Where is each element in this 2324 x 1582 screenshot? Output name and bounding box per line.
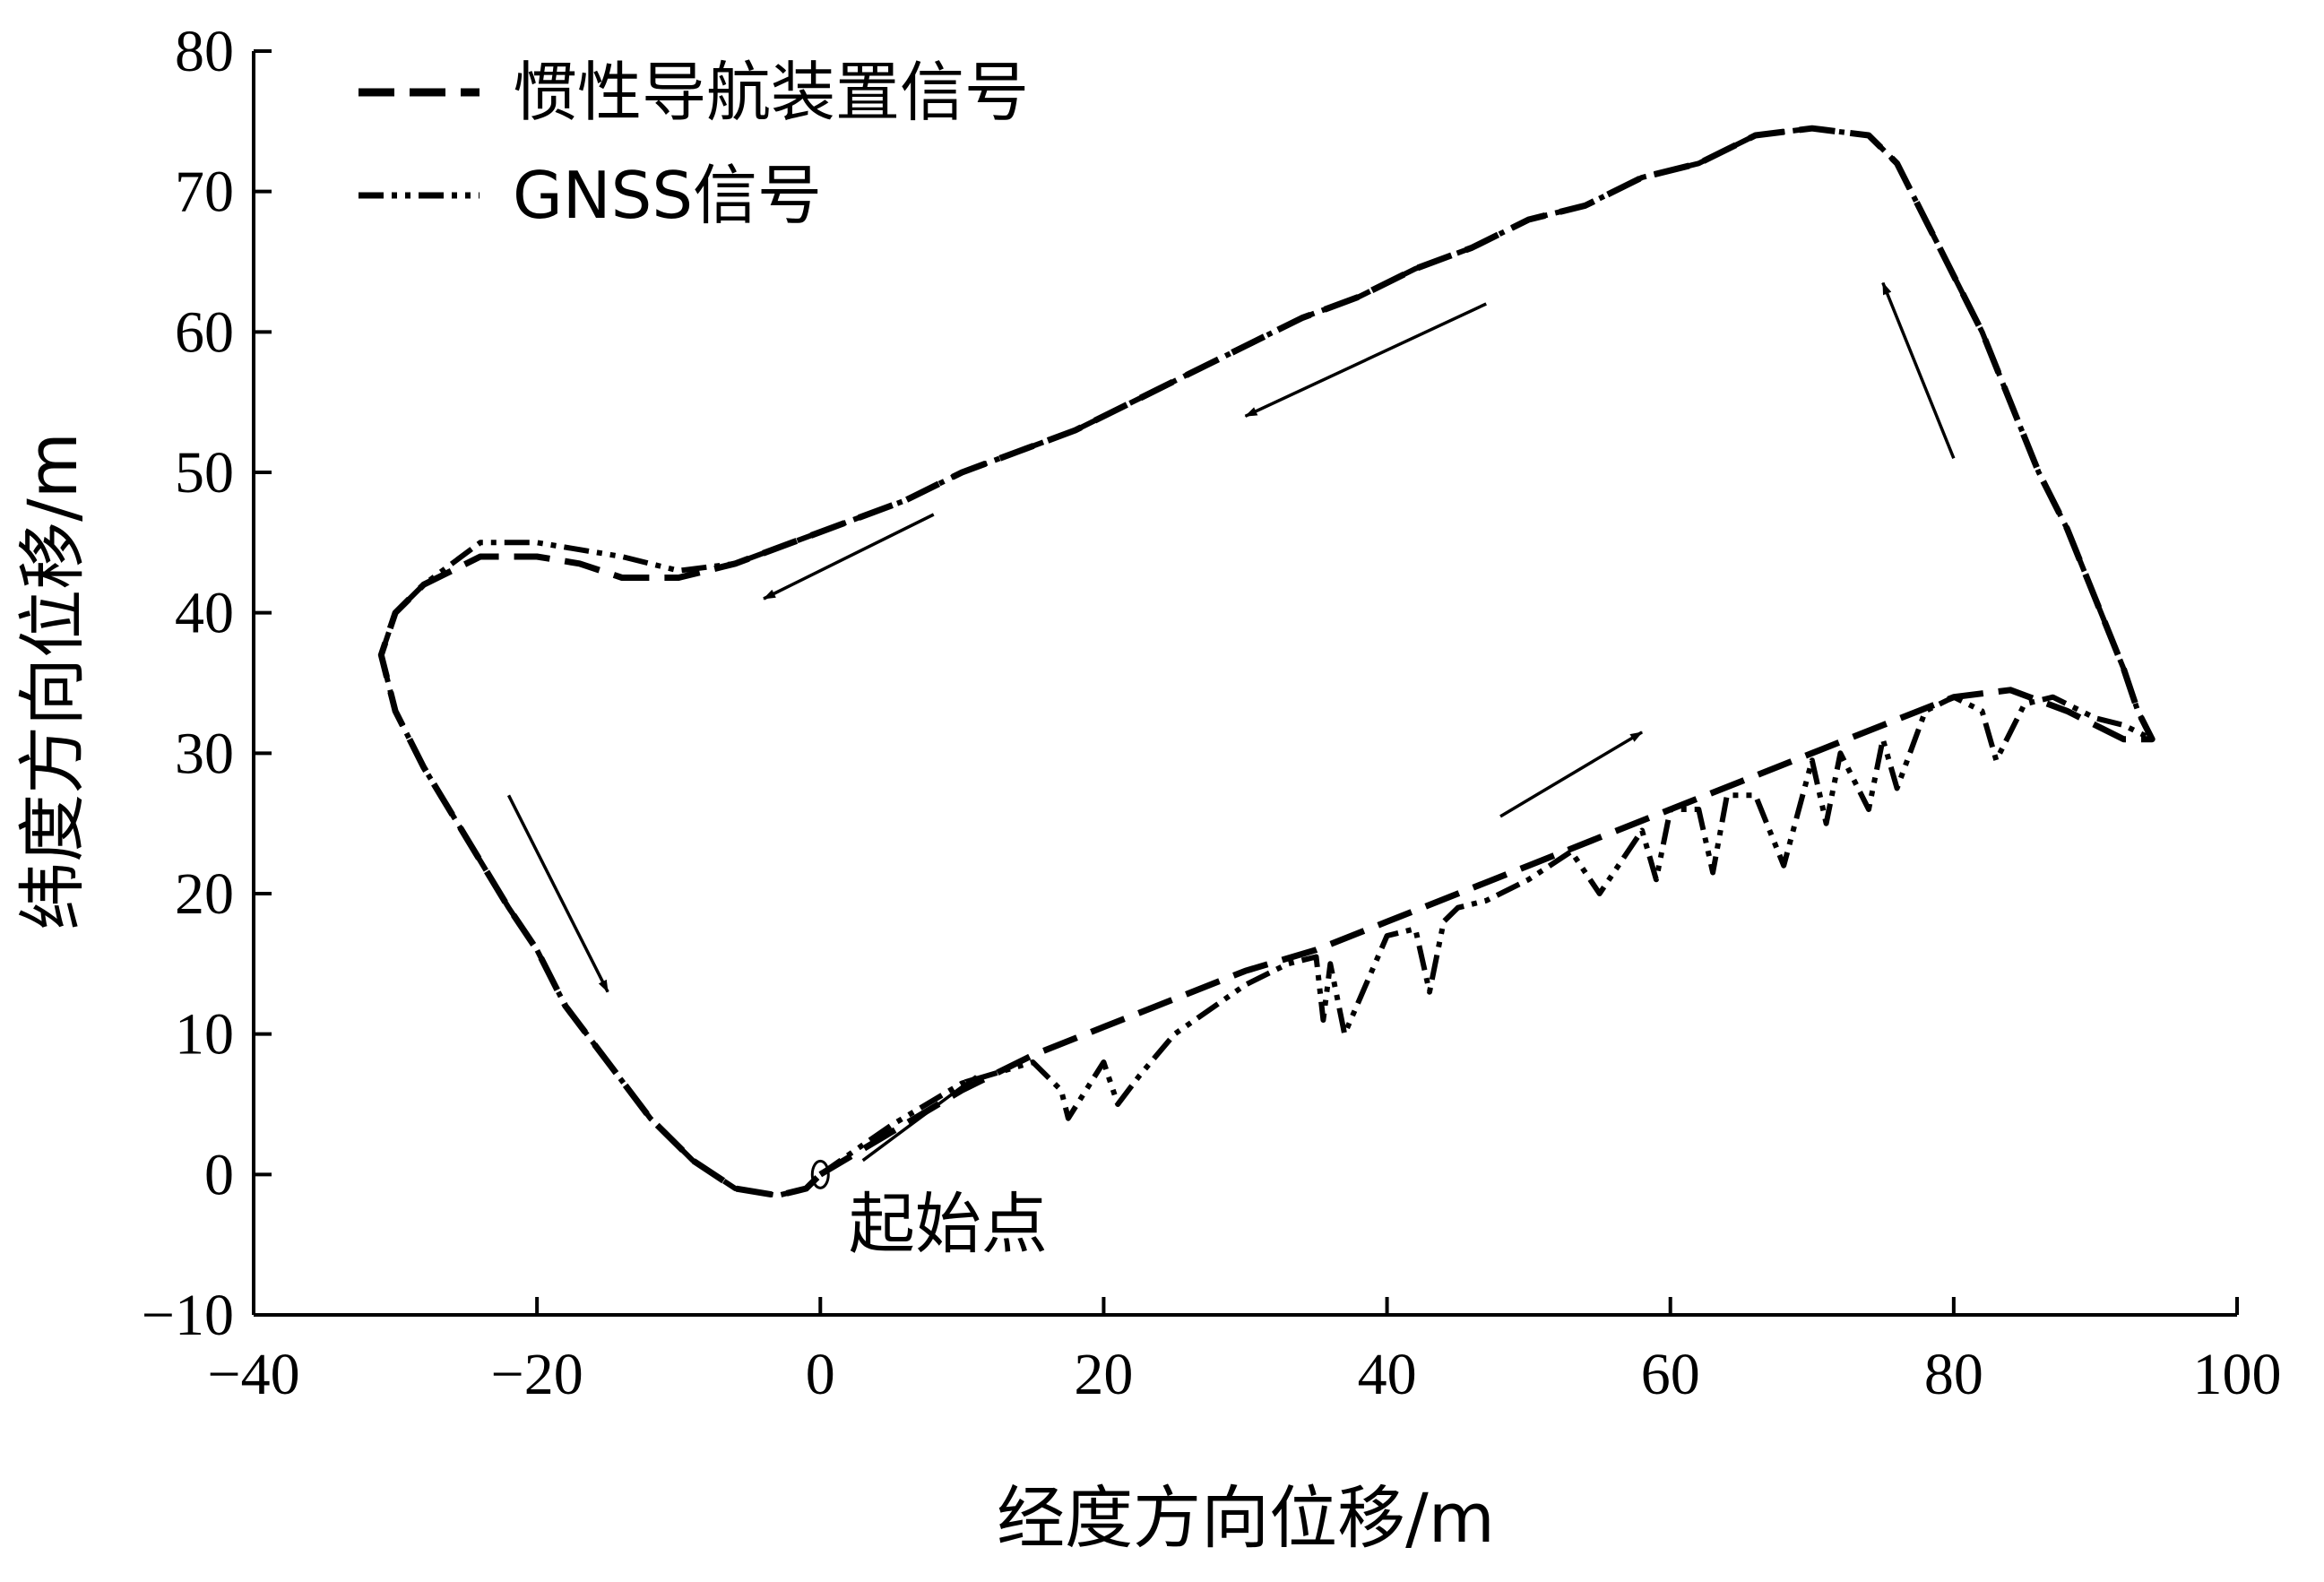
start-point-marker: [810, 1159, 830, 1189]
x-axis-title: 经度方向位移/m: [997, 1478, 1495, 1558]
direction-arrow: [1881, 281, 1956, 459]
y-tick-label: 60: [175, 299, 234, 365]
start-point-label: 起始点: [849, 1186, 1048, 1263]
y-tick-label: 30: [175, 721, 234, 786]
x-tick-label: 20: [1074, 1342, 1133, 1407]
x-tick-label: 80: [1924, 1342, 1983, 1407]
start-point-circle: [810, 1159, 830, 1189]
y-tick-label: 10: [175, 1002, 234, 1068]
x-tick-label: −20: [491, 1342, 583, 1407]
y-axis-title: 纬度方向位移/m: [13, 432, 92, 930]
series-layer: [377, 125, 2156, 1199]
legend: 惯性导航装置信号 GNSS信号: [359, 55, 1029, 233]
x-tick-label: 100: [2193, 1342, 2282, 1407]
x-tick-label: 60: [1641, 1342, 1700, 1407]
x-tick-label: −40: [207, 1342, 299, 1407]
direction-arrow: [861, 1075, 978, 1163]
x-tick-label: 0: [806, 1342, 835, 1407]
y-tick-label: 70: [175, 160, 234, 225]
direction-arrow: [506, 794, 609, 993]
direction-arrow: [1499, 730, 1643, 818]
y-ticks: −10 0 10 20 30 40 50 60 70 80: [142, 19, 272, 1348]
y-tick-label: 0: [204, 1142, 234, 1207]
series-line-gnss: [378, 125, 2156, 1198]
legend-label-ins: 惯性导航装置信号: [513, 55, 1029, 130]
direction-arrow: [1244, 302, 1487, 418]
y-tick-label: 50: [175, 440, 234, 506]
y-tick-label: 40: [175, 581, 234, 646]
direction-arrows: [506, 281, 1956, 1163]
y-tick-label: 80: [175, 19, 234, 84]
y-tick-label: 20: [175, 861, 234, 927]
legend-label-gnss: GNSS信号: [513, 158, 822, 233]
y-tick-label: −10: [142, 1283, 234, 1348]
direction-arrow: [763, 513, 935, 601]
x-tick-label: 40: [1358, 1342, 1417, 1407]
x-ticks: −40 −20 0 20 40 60 80 100: [207, 1297, 2282, 1407]
